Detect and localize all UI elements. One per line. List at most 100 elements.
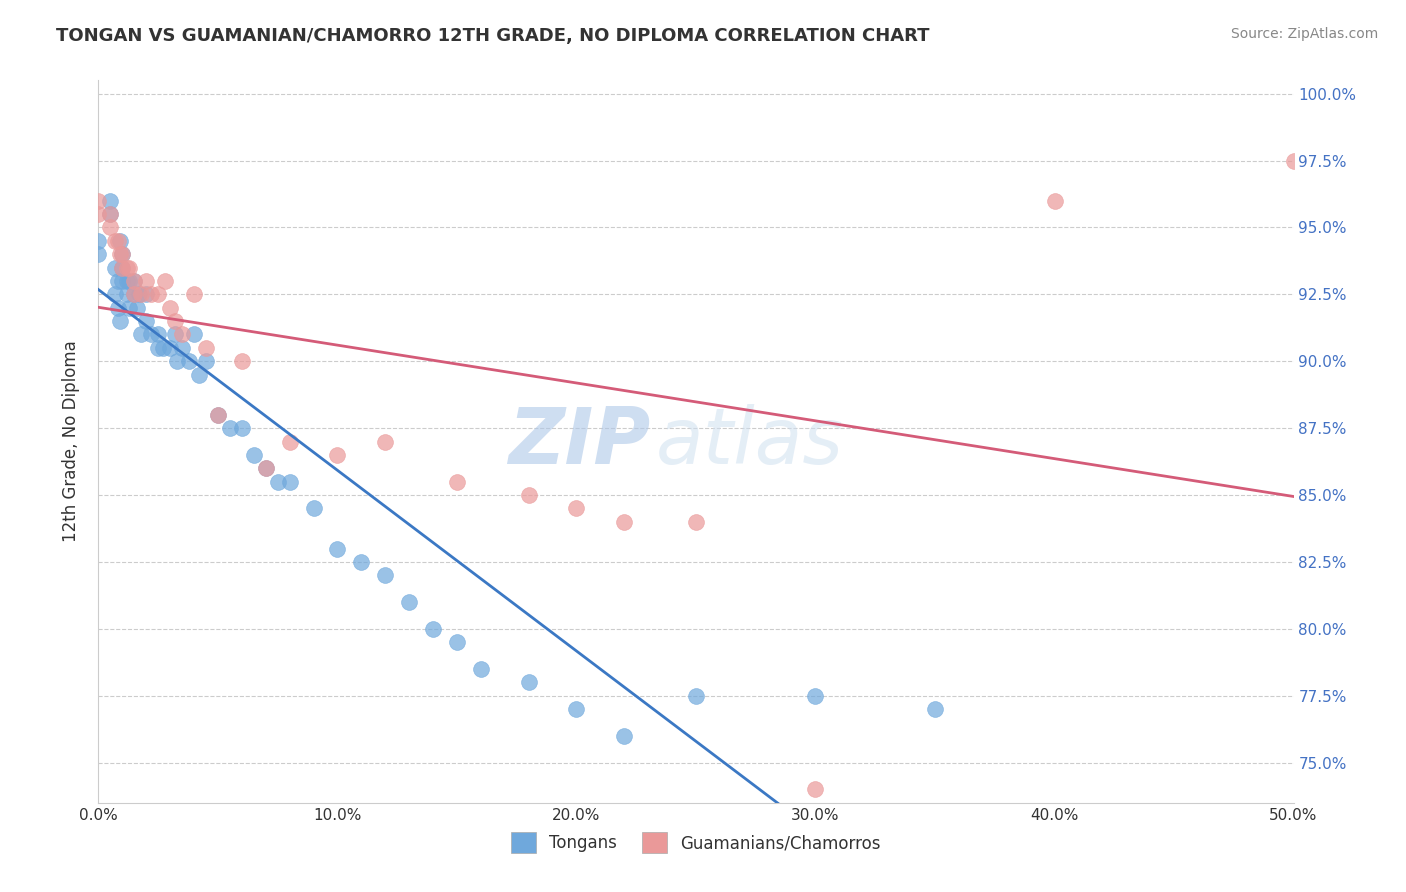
Point: [231, 421, 253, 435]
Point: [125, 301, 148, 315]
Text: Source: ZipAtlas.com: Source: ZipAtlas.com: [1230, 27, 1378, 41]
Point: [183, 287, 205, 301]
Point: [207, 408, 229, 422]
Point: [172, 341, 194, 355]
Point: [326, 541, 349, 556]
Point: [179, 354, 201, 368]
Point: [804, 689, 827, 703]
Point: [195, 354, 218, 368]
Legend: Tongans, Guamanians/Chamorros: Tongans, Guamanians/Chamorros: [505, 826, 887, 860]
Point: [183, 327, 205, 342]
Point: [104, 260, 127, 275]
Point: [470, 662, 492, 676]
Point: [87, 207, 110, 221]
Point: [231, 354, 253, 368]
Point: [111, 247, 134, 261]
Point: [111, 274, 134, 288]
Point: [446, 475, 468, 489]
Point: [87, 234, 110, 248]
Text: TONGAN VS GUAMANIAN/CHAMORRO 12TH GRADE, NO DIPLOMA CORRELATION CHART: TONGAN VS GUAMANIAN/CHAMORRO 12TH GRADE,…: [56, 27, 929, 45]
Point: [98, 194, 122, 208]
Point: [124, 274, 146, 288]
Point: [124, 287, 146, 301]
Point: [108, 247, 131, 261]
Point: [118, 301, 141, 315]
Point: [267, 475, 290, 489]
Point: [139, 327, 162, 342]
Point: [155, 274, 177, 288]
Point: [104, 234, 127, 248]
Point: [187, 368, 209, 382]
Point: [517, 675, 540, 690]
Point: [111, 247, 134, 261]
Point: [131, 327, 153, 342]
Point: [1043, 194, 1066, 208]
Point: [565, 702, 588, 716]
Point: [685, 689, 707, 703]
Point: [254, 461, 277, 475]
Point: [326, 448, 349, 462]
Point: [422, 622, 444, 636]
Point: [128, 287, 150, 301]
Point: [207, 408, 229, 422]
Point: [166, 354, 188, 368]
Point: [517, 488, 540, 502]
Point: [159, 341, 181, 355]
Point: [243, 448, 266, 462]
Point: [111, 260, 134, 275]
Point: [135, 274, 157, 288]
Point: [135, 314, 157, 328]
Point: [1282, 153, 1305, 168]
Point: [111, 260, 134, 275]
Point: [107, 234, 129, 248]
Point: [302, 501, 325, 516]
Point: [613, 515, 636, 529]
Point: [159, 301, 181, 315]
Point: [163, 327, 186, 342]
Point: [148, 341, 170, 355]
Point: [104, 287, 127, 301]
Y-axis label: 12th Grade, No Diploma: 12th Grade, No Diploma: [62, 341, 80, 542]
Point: [219, 421, 242, 435]
Text: ZIP: ZIP: [509, 403, 651, 480]
Point: [374, 434, 396, 449]
Point: [124, 274, 146, 288]
Point: [124, 287, 146, 301]
Point: [87, 194, 110, 208]
Point: [87, 247, 110, 261]
Point: [278, 475, 301, 489]
Point: [613, 729, 636, 743]
Point: [115, 274, 138, 288]
Point: [172, 327, 194, 342]
Point: [254, 461, 277, 475]
Point: [350, 555, 373, 569]
Point: [98, 207, 122, 221]
Point: [107, 274, 129, 288]
Point: [118, 274, 141, 288]
Point: [115, 260, 138, 275]
Point: [152, 341, 174, 355]
Point: [565, 501, 588, 516]
Text: atlas: atlas: [655, 403, 844, 480]
Point: [398, 595, 420, 609]
Point: [98, 207, 122, 221]
Point: [107, 301, 129, 315]
Point: [131, 287, 153, 301]
Point: [374, 568, 396, 582]
Point: [108, 234, 131, 248]
Point: [195, 341, 218, 355]
Point: [135, 287, 157, 301]
Point: [118, 260, 141, 275]
Point: [108, 314, 131, 328]
Point: [148, 287, 170, 301]
Point: [446, 635, 468, 649]
Point: [115, 287, 138, 301]
Point: [804, 782, 827, 797]
Point: [98, 220, 122, 235]
Point: [139, 287, 162, 301]
Point: [685, 515, 707, 529]
Point: [924, 702, 946, 716]
Point: [148, 327, 170, 342]
Point: [163, 314, 186, 328]
Point: [278, 434, 301, 449]
